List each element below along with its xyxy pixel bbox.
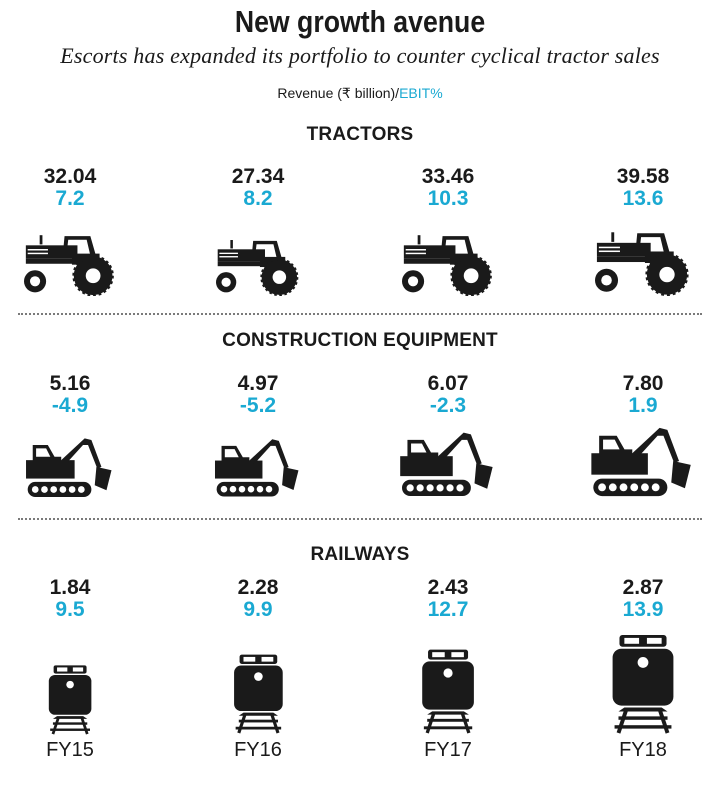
- data-column: 5.16 -4.9: [0, 373, 140, 417]
- tractor-icon: [595, 230, 691, 297]
- year-label: FY18: [619, 739, 667, 761]
- ebit-value: 1.9: [628, 394, 658, 417]
- data-column: 32.04 7.2: [0, 166, 140, 210]
- legend: Revenue (₹ billion)/EBIT%: [0, 85, 720, 102]
- revenue-value: 2.28: [237, 576, 279, 599]
- data-column: 2.43 12.7: [378, 577, 518, 621]
- section-title-railways: RAILWAYS: [310, 544, 410, 565]
- data-column: 6.07 -2.3: [378, 373, 518, 417]
- excavator-icon: [589, 424, 697, 500]
- ebit-value: 12.7: [427, 598, 469, 621]
- revenue-value: 2.87: [622, 576, 664, 599]
- revenue-value: 7.80: [622, 372, 664, 395]
- data-column: 2.28 9.9: [188, 577, 328, 621]
- train-icon: [610, 633, 676, 735]
- chart-title: New growth avenue: [234, 4, 486, 39]
- ebit-value: 8.2: [243, 187, 273, 210]
- train-icon: [47, 664, 93, 735]
- legend-ebit-label: EBIT%: [399, 85, 443, 101]
- ebit-value: 9.9: [243, 598, 273, 621]
- revenue-value: 27.34: [231, 165, 285, 188]
- ebit-value: 13.9: [622, 598, 664, 621]
- ebit-value: -2.3: [429, 394, 467, 417]
- ebit-value: -4.9: [51, 394, 89, 417]
- data-column: 1.84 9.5: [0, 577, 140, 621]
- train-icon: [420, 648, 476, 735]
- section-divider: [18, 518, 702, 520]
- revenue-value: 4.97: [237, 372, 279, 395]
- tractor-icon: [215, 238, 300, 297]
- revenue-value: 5.16: [49, 372, 91, 395]
- tractor-icon: [401, 233, 494, 297]
- ebit-value: 7.2: [55, 187, 85, 210]
- revenue-value: 6.07: [427, 372, 469, 395]
- excavator-icon: [24, 435, 117, 500]
- revenue-value: 32.04: [43, 165, 97, 188]
- ebit-value: 9.5: [55, 598, 85, 621]
- excavator-icon: [213, 436, 304, 500]
- section-title-construction-equipment: CONSTRUCTION EQUIPMENT: [222, 330, 498, 351]
- year-label: FY17: [424, 739, 472, 761]
- chart-subtitle: Escorts has expanded its portfolio to co…: [60, 43, 660, 68]
- revenue-value: 33.46: [421, 165, 475, 188]
- revenue-value: 39.58: [616, 165, 670, 188]
- ebit-value: 10.3: [427, 187, 469, 210]
- year-label: FY15: [46, 739, 94, 761]
- train-icon: [232, 653, 285, 735]
- revenue-value: 1.84: [49, 576, 91, 599]
- tractor-icon: [23, 233, 116, 297]
- data-column: 7.80 1.9: [573, 373, 713, 417]
- revenue-value: 2.43: [427, 576, 469, 599]
- data-column: 39.58 13.6: [573, 166, 713, 210]
- data-column: 33.46 10.3: [378, 166, 518, 210]
- year-label: FY16: [234, 739, 282, 761]
- excavator-icon: [398, 429, 498, 500]
- section-divider: [18, 313, 702, 315]
- legend-revenue-label: Revenue (₹ billion)/: [277, 85, 400, 101]
- ebit-value: -5.2: [239, 394, 277, 417]
- data-column: 4.97 -5.2: [188, 373, 328, 417]
- ebit-value: 13.6: [622, 187, 664, 210]
- data-column: 27.34 8.2: [188, 166, 328, 210]
- data-column: 2.87 13.9: [573, 577, 713, 621]
- section-title-tractors: TRACTORS: [306, 124, 414, 145]
